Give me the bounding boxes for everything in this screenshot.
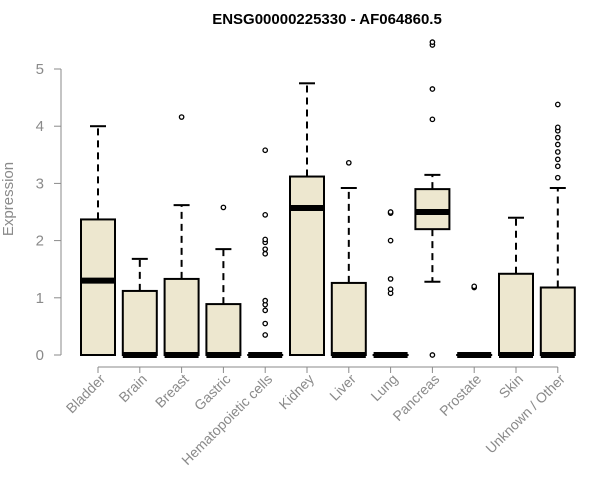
- y-tick-label: 0: [36, 347, 44, 364]
- outlier-point: [429, 116, 436, 123]
- box-iqr: [163, 277, 200, 357]
- outlier-point: [262, 236, 269, 243]
- x-tick-label: Unknown / Other: [482, 371, 568, 457]
- y-tick-label: 3: [36, 175, 44, 192]
- y-tick-label: 2: [36, 233, 44, 250]
- box-lung: [372, 209, 409, 358]
- box-liver: [330, 159, 367, 358]
- outlier-point: [262, 147, 269, 154]
- outlier-point: [387, 286, 394, 293]
- box-bladder: [80, 125, 116, 356]
- box-brain: [121, 257, 158, 358]
- x-tick-label: Bladder: [63, 371, 109, 417]
- box-prostate: [456, 283, 493, 358]
- x-tick-label: Skin: [496, 371, 527, 402]
- box-kidney: [289, 82, 325, 356]
- outlier-point: [262, 212, 269, 218]
- outlier-point: [554, 149, 561, 155]
- y-tick-label: 1: [36, 290, 44, 307]
- outlier-point: [429, 352, 436, 358]
- outlier-point: [471, 283, 478, 290]
- y-tick-label: 5: [36, 61, 44, 78]
- outlier-point: [554, 141, 561, 148]
- box-pancreas: [414, 39, 451, 358]
- outlier-point: [554, 163, 561, 170]
- outlier-point: [387, 276, 394, 282]
- outlier-point: [262, 250, 269, 257]
- outlier-point: [387, 209, 394, 215]
- x-tick-label: Brain: [115, 371, 149, 405]
- outlier-point: [554, 101, 561, 108]
- outlier-point: [262, 297, 269, 304]
- outlier-point: [220, 204, 227, 211]
- x-tick-label: Kidney: [276, 371, 318, 413]
- x-tick-label: Breast: [152, 371, 192, 411]
- outlier-point: [554, 124, 561, 131]
- outlier-point: [429, 39, 436, 45]
- chart-title: ENSG00000225330 - AF064860.5: [212, 11, 442, 28]
- y-tick-label: 4: [36, 118, 44, 135]
- box-iqr: [121, 289, 158, 357]
- outlier-point: [387, 237, 394, 244]
- box-iqr: [539, 286, 576, 356]
- outlier-point: [345, 159, 352, 166]
- box-iqr: [289, 175, 325, 356]
- box-iqr: [80, 218, 116, 356]
- box-series: [80, 39, 576, 358]
- x-tick-label: Liver: [326, 371, 359, 404]
- outlier-point: [178, 114, 185, 120]
- y-axis: 0 1 2 3 4 5: [36, 61, 62, 364]
- outlier-point: [554, 134, 561, 141]
- box-unknown-other: [539, 101, 576, 358]
- outlier-point: [554, 174, 561, 181]
- box-iqr: [330, 281, 367, 357]
- box-skin: [498, 216, 534, 358]
- outlier-point: [262, 332, 269, 338]
- outlier-point: [262, 320, 269, 327]
- box-iqr: [205, 303, 242, 357]
- box-hematopoietic-cells: [247, 147, 284, 358]
- y-axis-label: Expression: [0, 162, 17, 236]
- box-iqr: [498, 272, 534, 356]
- outlier-point: [262, 246, 269, 253]
- box-breast: [163, 114, 200, 358]
- outlier-point: [429, 86, 436, 92]
- outlier-point: [262, 307, 269, 314]
- box-gastric: [205, 204, 242, 358]
- x-tick-label: Lung: [367, 371, 400, 404]
- x-tick-label: Prostate: [436, 371, 484, 419]
- outlier-point: [554, 156, 561, 163]
